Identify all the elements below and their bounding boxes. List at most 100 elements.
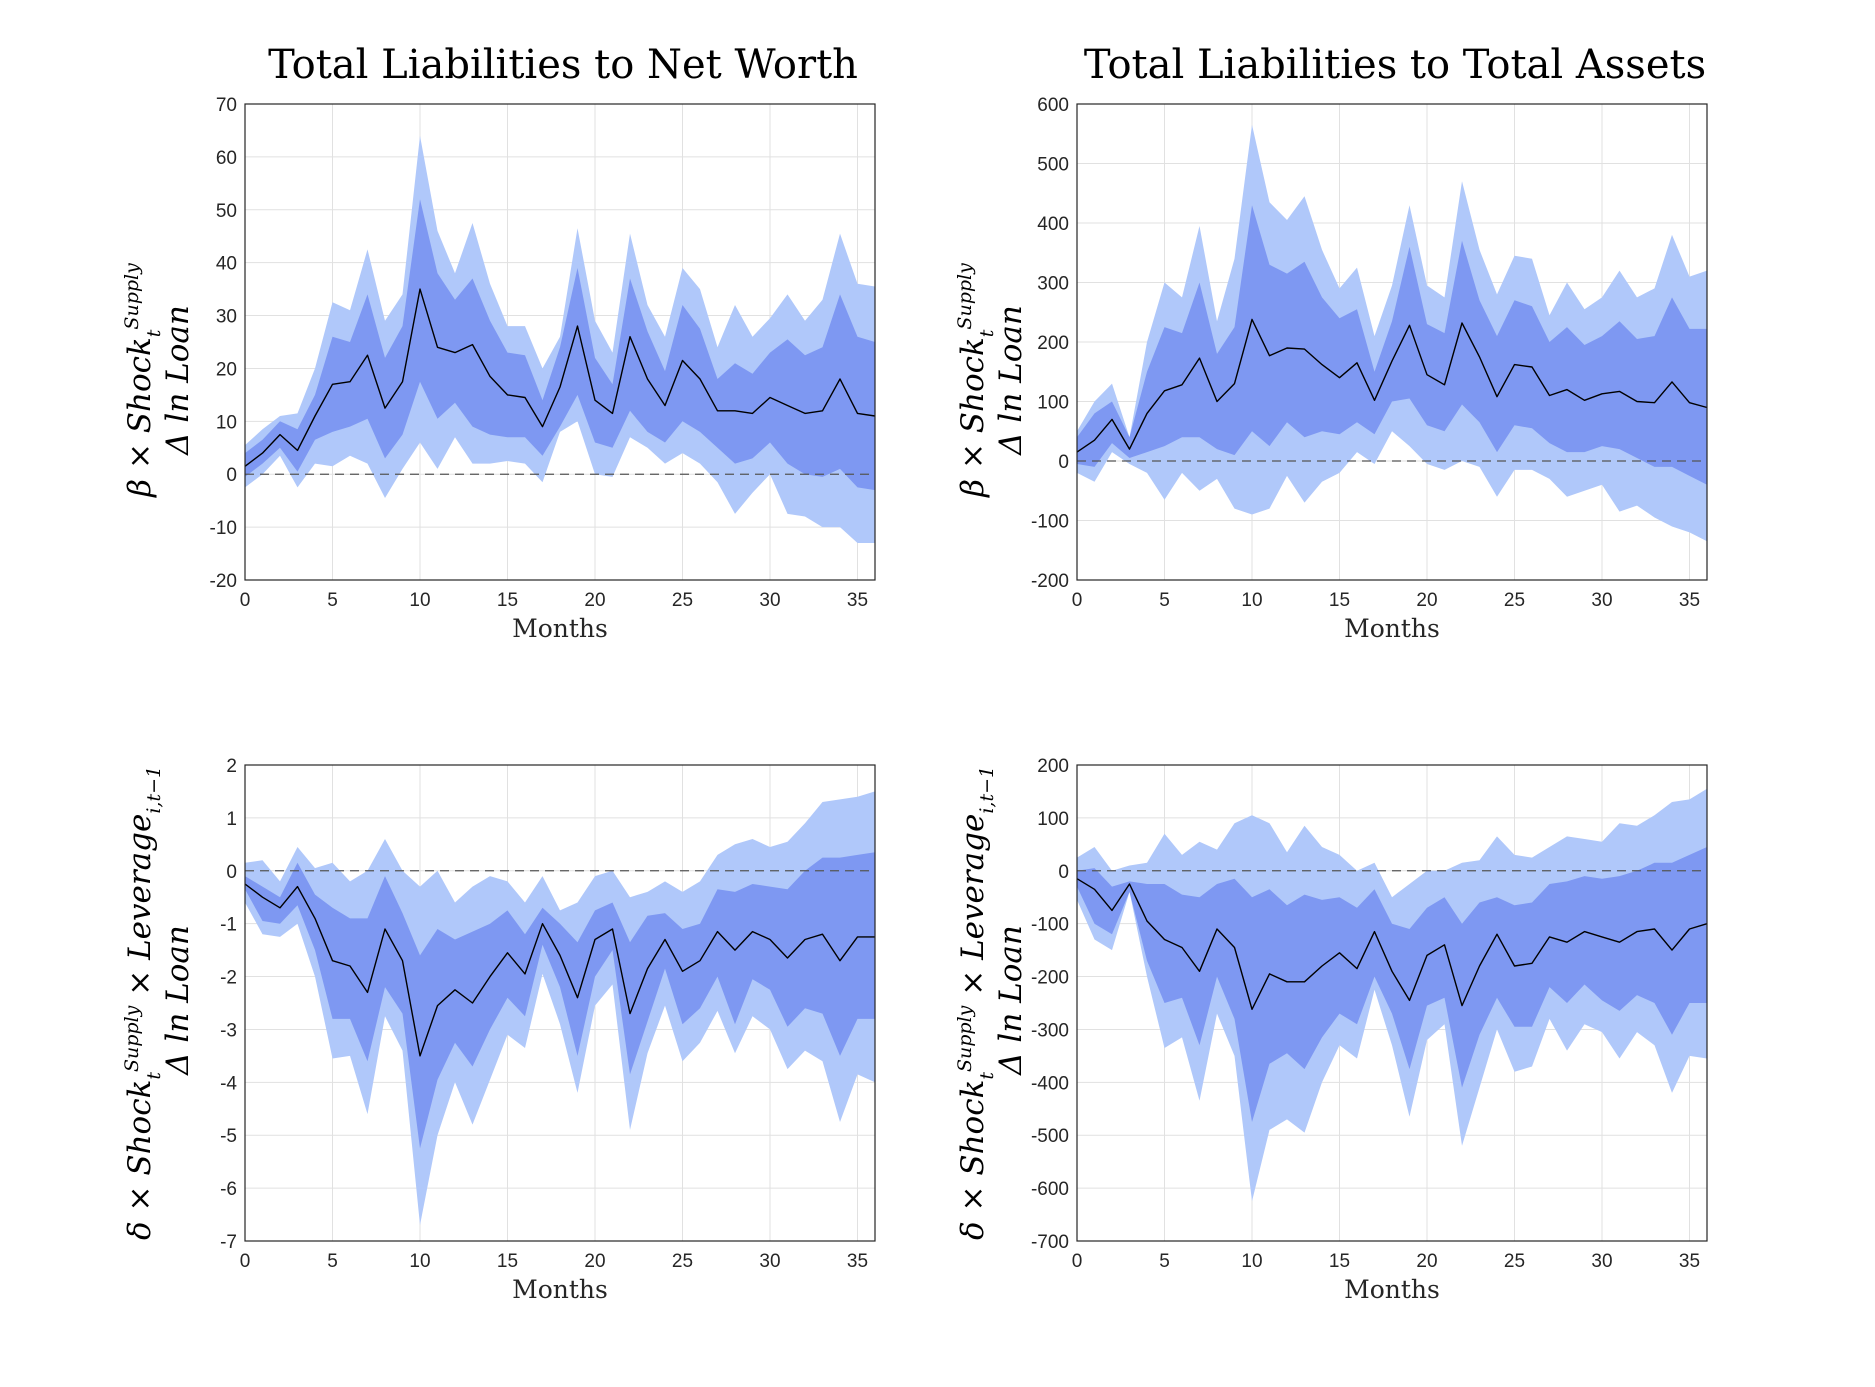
y-tick-label: 50 <box>216 201 237 222</box>
y-tick-label: -400 <box>1031 1073 1069 1094</box>
y-tick-label: -200 <box>1031 571 1069 592</box>
y-tick-label: 10 <box>216 412 237 433</box>
ylabel-row2-left-sup: Supply <box>121 1005 143 1072</box>
inner-confidence-band <box>1077 205 1707 485</box>
x-tick-label: 10 <box>1241 1251 1262 1272</box>
y-tick-label: 70 <box>216 95 237 116</box>
y-tick-label: -100 <box>1031 512 1069 533</box>
x-tick-label: 5 <box>1159 1251 1170 1272</box>
axes-box <box>244 764 876 1242</box>
panel-liab-assets-beta: 0 5 10 15 20 25 30 35 -200 -100 0 100 200 300 400 500 60… <box>1031 95 1708 643</box>
x-axis-label: Months <box>512 614 608 643</box>
y-tick-label: 2 <box>226 756 237 777</box>
x-tick-label: 10 <box>409 590 430 611</box>
ylabel-row2-right-part2: × Leverage <box>955 814 991 1006</box>
x-tick-label: 30 <box>759 590 780 611</box>
inner-confidence-band <box>245 852 875 1149</box>
y-tick-label: 300 <box>1037 274 1069 295</box>
y-tick-label: 0 <box>226 465 237 486</box>
panel-liab-assets-delta: 0 5 10 15 20 25 30 35 -700 -600 -500 -400 -300 -200 -1… <box>1031 756 1708 1304</box>
x-tick-label: 35 <box>847 590 868 611</box>
y-tick-label: 0 <box>1058 452 1069 473</box>
y-tick-label: 100 <box>1037 809 1069 830</box>
y-tick-label: 0 <box>226 862 237 883</box>
x-tick-label: 20 <box>584 590 605 611</box>
y-tick-label: -10 <box>210 518 237 539</box>
x-tick-label: 5 <box>327 590 338 611</box>
ylabel-row1-left-sub: t <box>143 329 165 337</box>
y-tick-label: -500 <box>1031 1126 1069 1147</box>
ylabel-row1-right-part1: β × Shock <box>955 337 991 498</box>
y-tick-label: 20 <box>216 359 237 380</box>
y-tick-label: -100 <box>1031 915 1069 936</box>
y-tick-label: -2 <box>220 968 237 989</box>
y-tick-label: -700 <box>1031 1232 1069 1253</box>
svg-text:β × ShocktSupply: β × ShocktSupply <box>954 263 998 498</box>
y-tick-label: 60 <box>216 148 237 169</box>
y-tick-label: -3 <box>220 1020 237 1041</box>
x-tick-label: 15 <box>497 1251 518 1272</box>
estimate-line <box>244 883 875 1057</box>
x-axis-label: Months <box>1344 1275 1440 1304</box>
y-tick-label: 30 <box>216 307 237 328</box>
x-tick-label: 5 <box>1159 590 1170 611</box>
axes-box <box>1076 764 1708 1242</box>
x-tick-label: 25 <box>672 590 693 611</box>
y-tick-label: -1 <box>220 915 237 936</box>
ylabel-row1-right-bottom: Δ ln Loan <box>993 305 1029 456</box>
x-tick-label: 5 <box>327 1251 338 1272</box>
ylabel-row2-left-part1: δ × Shock <box>122 1080 158 1240</box>
y-tick-label: 40 <box>216 254 237 275</box>
y-tick-label: 400 <box>1037 214 1069 235</box>
x-tick-label: 0 <box>1072 1251 1083 1272</box>
inner-confidence-band <box>1077 847 1707 1122</box>
ylabel-row2-right-sup: Supply <box>954 1005 976 1072</box>
x-axis-label: Months <box>512 1275 608 1304</box>
ylabel-row2-right-part1: δ × Shock <box>955 1080 991 1240</box>
ylabel-row2-left-sub2: i,t−1 <box>143 766 165 814</box>
y-tick-label: 600 <box>1037 95 1069 116</box>
x-tick-label: 35 <box>847 1251 868 1272</box>
x-tick-label: 25 <box>672 1251 693 1272</box>
y-tick-label: -300 <box>1031 1020 1069 1041</box>
x-tick-label: 0 <box>1072 590 1083 611</box>
x-tick-label: 25 <box>1504 1251 1525 1272</box>
y-tick-label: -20 <box>210 571 237 592</box>
ylabel-row2-right-sub2: i,t−1 <box>976 766 998 814</box>
x-tick-label: 30 <box>759 1251 780 1272</box>
x-tick-label: 25 <box>1504 590 1525 611</box>
x-tick-label: 20 <box>1416 590 1437 611</box>
x-tick-label: 20 <box>584 1251 605 1272</box>
x-tick-label: 10 <box>1241 590 1262 611</box>
x-tick-label: 15 <box>1329 590 1350 611</box>
ylabel-row1-left: β × ShocktSupply Δ ln Loan <box>121 263 196 498</box>
x-tick-label: 15 <box>1329 1251 1350 1272</box>
axes-box <box>244 103 876 581</box>
x-tick-label: 0 <box>240 1251 251 1272</box>
y-tick-label: -200 <box>1031 968 1069 989</box>
svg-text:δ × ShocktSupply × Leveragei,t: δ × ShocktSupply × Leveragei,t−1 <box>121 766 165 1240</box>
y-tick-label: -5 <box>220 1126 237 1147</box>
title-left: Total Liabilities to Net Worth <box>268 42 858 88</box>
ylabel-row2-left-sub: t <box>143 1072 165 1080</box>
y-tick-label: -6 <box>220 1179 237 1200</box>
ylabel-row2-left-part2: × Leverage <box>122 814 158 1006</box>
panel-liab-networth-delta: 0 5 10 15 20 25 30 35 -7 -6 -5 -4 -3 -2 -1 0 1 2 Months <box>220 756 876 1304</box>
y-tick-label: 200 <box>1037 333 1069 354</box>
y-tick-label: 500 <box>1037 155 1069 176</box>
x-tick-label: 20 <box>1416 1251 1437 1272</box>
x-tick-label: 30 <box>1591 1251 1612 1272</box>
svg-text:δ × ShocktSupply × Leveragei,t: δ × ShocktSupply × Leveragei,t−1 <box>954 766 998 1240</box>
ylabel-row2-right: δ × ShocktSupply × Leveragei,t−1 Δ ln Lo… <box>954 766 1029 1240</box>
estimate-line <box>1076 878 1708 1010</box>
title-right: Total Liabilities to Total Assets <box>1084 42 1706 88</box>
ylabel-row1-left-bottom: Δ ln Loan <box>160 305 196 456</box>
y-tick-label: -7 <box>220 1232 237 1253</box>
y-tick-label: 0 <box>1058 862 1069 883</box>
x-tick-label: 35 <box>1679 1251 1700 1272</box>
inner-confidence-band <box>245 199 875 491</box>
panel-liab-networth-beta: 0 5 10 15 20 25 30 35 -20 -10 0 10 20 30 40 50 60 70 Month… <box>210 95 876 643</box>
x-tick-label: 35 <box>1679 590 1700 611</box>
ylabel-row2-right-sub: t <box>976 1072 998 1080</box>
x-tick-label: 0 <box>240 590 251 611</box>
